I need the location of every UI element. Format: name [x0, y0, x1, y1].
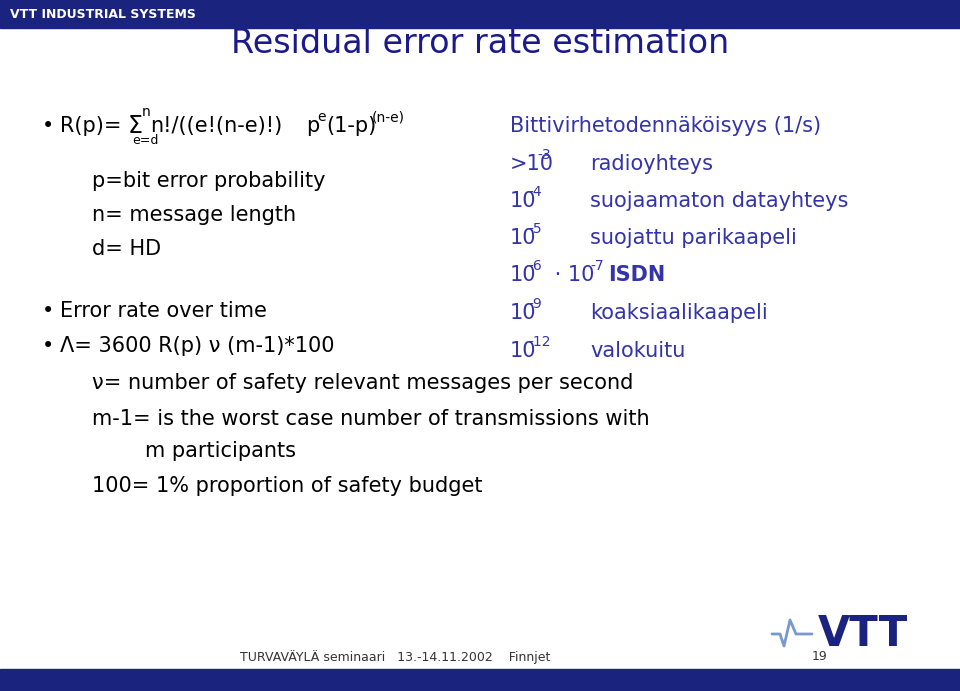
Text: >10: >10	[510, 154, 554, 174]
Text: •: •	[42, 116, 55, 136]
Bar	[0, 0, 960, 28]
Text: -5: -5	[528, 222, 541, 236]
Text: -6: -6	[528, 259, 541, 273]
Text: suojattu parikaapeli: suojattu parikaapeli	[590, 228, 797, 248]
Text: m-1= is the worst case number of transmissions with: m-1= is the worst case number of transmi…	[92, 409, 650, 429]
Text: -9: -9	[528, 297, 541, 311]
Text: -3: -3	[537, 148, 551, 162]
Text: radioyhteys: radioyhteys	[590, 154, 713, 174]
Text: TURVAVÄYLÄ seminaari   13.-14.11.2002    Finnjet: TURVAVÄYLÄ seminaari 13.-14.11.2002 Finn…	[240, 650, 550, 664]
Text: e=d: e=d	[132, 133, 158, 146]
Text: -4: -4	[528, 185, 541, 199]
Text: Residual error rate estimation: Residual error rate estimation	[230, 26, 730, 59]
Text: valokuitu: valokuitu	[590, 341, 685, 361]
Text: 10: 10	[510, 303, 537, 323]
Text: -12: -12	[528, 335, 550, 349]
Text: · 10: · 10	[548, 265, 594, 285]
Text: •: •	[42, 336, 55, 356]
Text: R(p)=: R(p)=	[60, 116, 122, 136]
Text: e: e	[317, 110, 325, 124]
Text: ISDN: ISDN	[608, 265, 665, 285]
Text: 10: 10	[510, 191, 537, 211]
Text: n: n	[142, 105, 151, 119]
Text: Λ= 3600 R(p) ν (m-1)*100: Λ= 3600 R(p) ν (m-1)*100	[60, 336, 334, 356]
Text: -7: -7	[590, 259, 604, 273]
Text: •: •	[42, 301, 55, 321]
Text: p=bit error probability: p=bit error probability	[92, 171, 325, 191]
Text: m participants: m participants	[92, 441, 296, 461]
Text: 10: 10	[510, 265, 537, 285]
Text: ν= number of safety relevant messages per second: ν= number of safety relevant messages pe…	[92, 373, 634, 393]
Text: 19: 19	[812, 650, 828, 663]
Bar	[0, 669, 960, 691]
Text: 10: 10	[510, 228, 537, 248]
Text: Error rate over time: Error rate over time	[60, 301, 267, 321]
Text: (n-e): (n-e)	[372, 110, 405, 124]
Text: (1-p): (1-p)	[326, 116, 376, 136]
Text: n!/((e!(n-e)!): n!/((e!(n-e)!)	[150, 116, 282, 136]
Text: d= HD: d= HD	[92, 239, 161, 259]
Text: 100= 1% proportion of safety budget: 100= 1% proportion of safety budget	[92, 476, 483, 496]
Text: Bittivirhetodennäköisyys (1/s): Bittivirhetodennäköisyys (1/s)	[510, 116, 821, 136]
Text: suojaamaton datayhteys: suojaamaton datayhteys	[590, 191, 849, 211]
Text: 10: 10	[510, 341, 537, 361]
Text: VTT INDUSTRIAL SYSTEMS: VTT INDUSTRIAL SYSTEMS	[10, 8, 196, 21]
Text: VTT: VTT	[818, 613, 908, 655]
Text: n= message length: n= message length	[92, 205, 296, 225]
Text: Σ: Σ	[128, 114, 143, 138]
Text: koaksiaalikaapeli: koaksiaalikaapeli	[590, 303, 768, 323]
Text: p: p	[306, 116, 320, 136]
